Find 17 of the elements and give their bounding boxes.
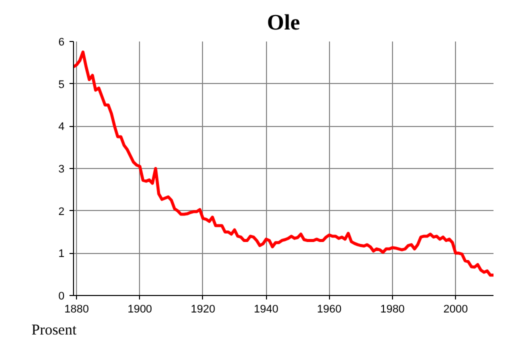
x-tick-label: 1940 (254, 304, 278, 316)
y-tick-label: 4 (58, 121, 65, 134)
chart-title: Ole (267, 10, 300, 34)
x-tick-label: 1900 (128, 304, 152, 316)
x-tick-label: 1880 (64, 304, 89, 316)
x-tick-label: 1920 (190, 304, 216, 316)
line-series (74, 50, 494, 277)
y-tick-label: 1 (58, 248, 65, 260)
x-tick-label: 2000 (443, 304, 468, 316)
y-tick-label: 5 (58, 78, 65, 91)
y-tick-label: 3 (58, 164, 65, 176)
y-axis-title: Prosent (32, 322, 78, 338)
x-tick-label: 1980 (380, 304, 405, 316)
y-tick-label: 0 (58, 290, 65, 302)
y-tick-label: 2 (58, 206, 65, 218)
x-tick-label: 1960 (317, 304, 342, 316)
y-tick-label: 6 (58, 36, 65, 48)
